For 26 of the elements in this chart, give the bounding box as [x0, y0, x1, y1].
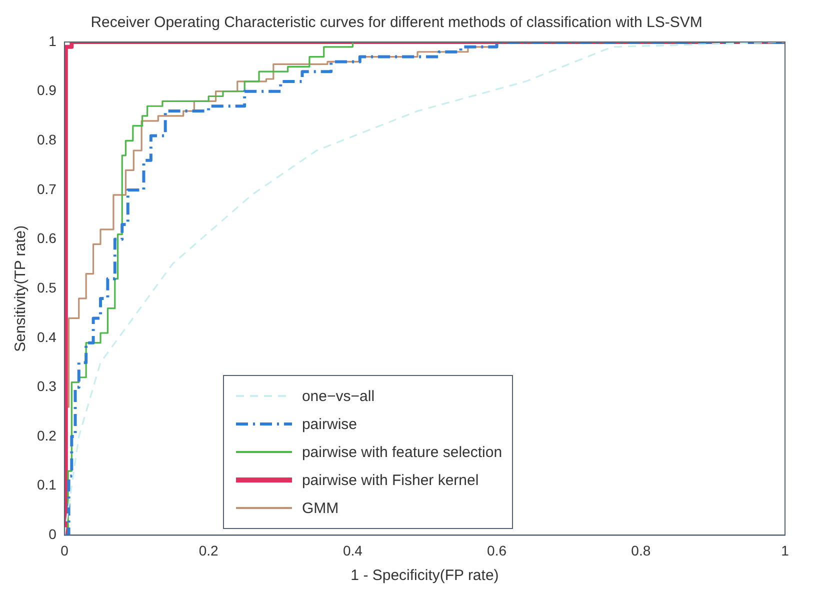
legend-label: pairwise with feature selection: [302, 444, 502, 461]
y-tick-label: 0.6: [36, 230, 57, 246]
legend-label: GMM: [302, 500, 339, 517]
legend-label: one−vs−all: [302, 388, 375, 405]
legend-label: pairwise with Fisher kernel: [302, 472, 479, 489]
legend-label: pairwise: [302, 416, 357, 433]
y-tick-label: 0.5: [36, 279, 57, 296]
y-tick-label: 0.4: [36, 328, 57, 345]
y-tick-label: 1: [48, 32, 57, 49]
y-tick-label: 0: [48, 526, 57, 542]
x-tick-label: 0.2: [198, 542, 219, 558]
x-tick-label: 1: [781, 542, 790, 558]
y-axis-title: Sensitivity(TP rate): [12, 225, 30, 352]
x-axis-title: 1 - Specificity(FP rate): [350, 567, 499, 584]
x-tick-label: 0: [60, 542, 69, 558]
y-tick-label: 0.7: [36, 180, 57, 197]
y-tick-label: 0.2: [36, 427, 57, 444]
x-tick-label: 0.6: [487, 542, 507, 558]
chart-title: Receiver Operating Characteristic curves for different methods of classification with LS-SVM: [90, 14, 702, 32]
line-series: [64, 42, 785, 536]
x-tick-label: 0.8: [631, 542, 651, 558]
y-tick-label: 0.8: [36, 132, 57, 148]
y-tick-label: 0.3: [36, 378, 57, 394]
y-tick-label: 0.1: [36, 476, 57, 493]
y-tick-label: 0.9: [36, 82, 57, 98]
x-tick-label: 0.4: [342, 542, 363, 558]
